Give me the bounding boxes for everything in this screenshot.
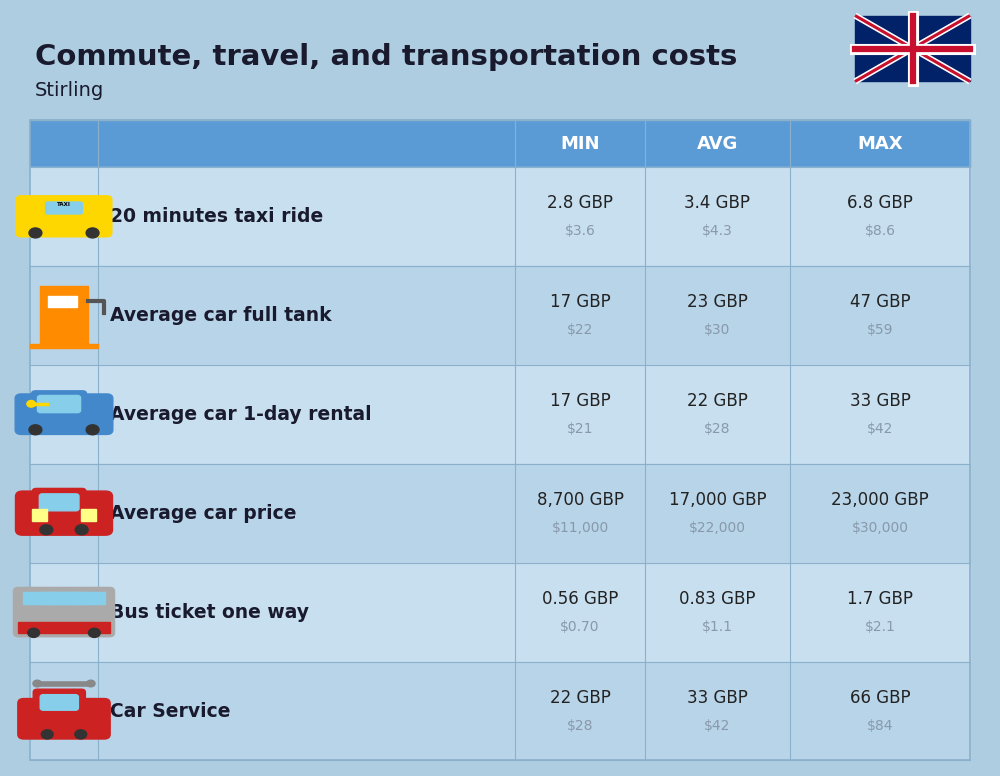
Text: Average car full tank: Average car full tank	[110, 306, 332, 324]
Text: 47 GBP: 47 GBP	[850, 293, 910, 311]
Text: Car Service: Car Service	[110, 702, 230, 720]
FancyBboxPatch shape	[13, 587, 115, 637]
Text: $8.6: $8.6	[864, 224, 896, 238]
Bar	[36, 592, 66, 605]
Text: 22 GBP: 22 GBP	[687, 393, 748, 411]
Text: 17 GBP: 17 GBP	[550, 293, 610, 311]
Bar	[30, 120, 970, 167]
FancyBboxPatch shape	[33, 689, 85, 714]
Text: 33 GBP: 33 GBP	[850, 393, 910, 411]
Text: $30: $30	[704, 323, 731, 337]
Text: 17,000 GBP: 17,000 GBP	[669, 491, 766, 509]
Text: $3.6: $3.6	[565, 224, 595, 238]
Bar	[30, 120, 970, 760]
Text: Bus ticket one way: Bus ticket one way	[110, 603, 309, 622]
Bar	[62, 592, 92, 605]
Bar	[23, 592, 53, 605]
Text: MIN: MIN	[560, 134, 600, 153]
Text: TAXI: TAXI	[57, 202, 71, 206]
Circle shape	[28, 629, 40, 637]
FancyBboxPatch shape	[15, 394, 113, 435]
Text: 0.83 GBP: 0.83 GBP	[679, 591, 756, 608]
Bar	[18, 622, 110, 633]
Bar	[30, 463, 970, 563]
Circle shape	[75, 525, 88, 535]
FancyBboxPatch shape	[31, 391, 87, 417]
Bar	[30, 265, 970, 365]
Text: Commute, travel, and transportation costs: Commute, travel, and transportation cost…	[35, 43, 737, 71]
Bar	[75, 592, 105, 605]
Text: $42: $42	[704, 719, 731, 733]
FancyBboxPatch shape	[37, 396, 81, 413]
Text: $22: $22	[567, 323, 593, 337]
FancyBboxPatch shape	[40, 197, 88, 219]
FancyBboxPatch shape	[40, 695, 78, 710]
Text: 6.8 GBP: 6.8 GBP	[847, 195, 913, 213]
Text: 8,700 GBP: 8,700 GBP	[537, 491, 624, 509]
Text: 66 GBP: 66 GBP	[850, 689, 910, 707]
Text: $28: $28	[567, 719, 593, 733]
Text: 22 GBP: 22 GBP	[550, 689, 610, 707]
Text: 23 GBP: 23 GBP	[687, 293, 748, 311]
Text: $2.1: $2.1	[865, 620, 895, 634]
Text: $11,000: $11,000	[551, 521, 609, 535]
Text: AVG: AVG	[697, 134, 738, 153]
Text: $42: $42	[867, 422, 893, 436]
Bar	[32, 509, 47, 521]
Circle shape	[27, 400, 35, 407]
Text: $59: $59	[867, 323, 893, 337]
FancyBboxPatch shape	[18, 698, 110, 739]
FancyBboxPatch shape	[15, 491, 113, 535]
Text: $30,000: $30,000	[852, 521, 908, 535]
Text: 17 GBP: 17 GBP	[550, 393, 610, 411]
Bar	[30, 167, 970, 265]
Text: 20 minutes taxi ride: 20 minutes taxi ride	[110, 207, 323, 226]
Circle shape	[33, 681, 42, 687]
Bar	[49, 592, 79, 605]
Text: Stirling: Stirling	[35, 81, 104, 100]
Text: 33 GBP: 33 GBP	[687, 689, 748, 707]
Text: 3.4 GBP: 3.4 GBP	[684, 195, 750, 213]
Text: 2.8 GBP: 2.8 GBP	[547, 195, 613, 213]
Text: MAX: MAX	[857, 134, 903, 153]
Text: $28: $28	[704, 422, 731, 436]
Text: $0.70: $0.70	[560, 620, 600, 634]
Text: Average car 1-day rental: Average car 1-day rental	[110, 405, 372, 424]
Text: $4.3: $4.3	[702, 224, 733, 238]
Bar	[30, 563, 970, 661]
Circle shape	[40, 525, 53, 535]
Circle shape	[86, 681, 95, 687]
Text: $22,000: $22,000	[689, 521, 746, 535]
Circle shape	[29, 228, 42, 238]
FancyBboxPatch shape	[39, 494, 79, 511]
Circle shape	[86, 424, 99, 435]
Bar	[48, 296, 77, 307]
Text: $84: $84	[867, 719, 893, 733]
Text: $1.1: $1.1	[702, 620, 733, 634]
Bar	[81, 509, 96, 521]
Bar	[30, 661, 970, 760]
Bar	[30, 345, 98, 348]
Circle shape	[86, 228, 99, 238]
Circle shape	[29, 424, 42, 435]
Circle shape	[75, 729, 87, 739]
Circle shape	[88, 629, 100, 637]
FancyBboxPatch shape	[46, 202, 82, 214]
Text: Average car price: Average car price	[110, 504, 296, 522]
FancyBboxPatch shape	[32, 488, 86, 516]
Bar	[40, 286, 88, 345]
Bar	[30, 365, 970, 463]
Text: 23,000 GBP: 23,000 GBP	[831, 491, 929, 509]
Text: $21: $21	[567, 422, 593, 436]
FancyBboxPatch shape	[16, 196, 112, 237]
Bar	[855, 16, 970, 81]
Circle shape	[41, 729, 53, 739]
Text: 1.7 GBP: 1.7 GBP	[847, 591, 913, 608]
Text: 0.56 GBP: 0.56 GBP	[542, 591, 618, 608]
